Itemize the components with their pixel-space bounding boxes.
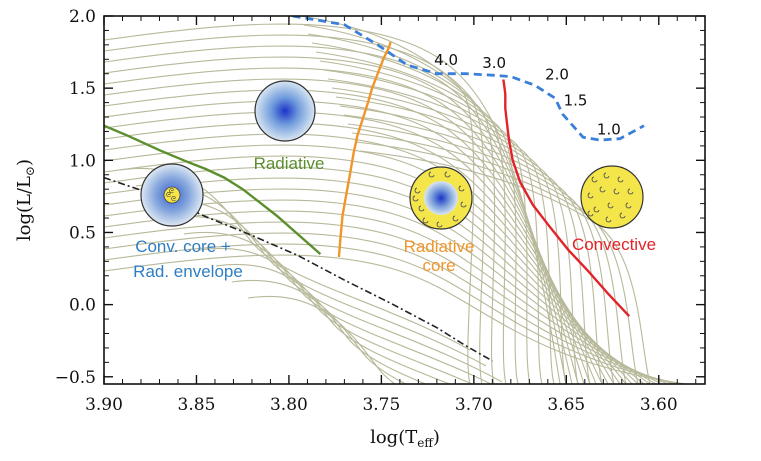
evolutionary-track bbox=[247, 296, 396, 384]
evolutionary-track bbox=[104, 56, 579, 384]
convective-region-label: Convective bbox=[572, 235, 656, 254]
mass-label-0: 4.0 bbox=[434, 51, 458, 69]
evolutionary-track bbox=[104, 254, 687, 384]
convective-star-icon bbox=[580, 165, 644, 229]
evolutionary-track bbox=[151, 200, 503, 383]
y-tick-label: 1.5 bbox=[69, 79, 96, 99]
evolutionary-track bbox=[104, 144, 627, 384]
evolutionary-track bbox=[104, 122, 615, 384]
evolutionary-track bbox=[215, 264, 428, 384]
evolutionary-track bbox=[104, 67, 585, 384]
x-tick-label: 3.85 bbox=[178, 395, 216, 415]
radiative-core-region-label-line1: Radiative bbox=[404, 237, 475, 256]
x-tick-label: 3.70 bbox=[455, 395, 493, 415]
evolutionary-tracks bbox=[104, 16, 687, 384]
y-tick-label: 2.0 bbox=[69, 7, 96, 27]
svg-text:ᘓ: ᘓ bbox=[169, 187, 174, 195]
radiative-star-icon bbox=[254, 80, 316, 142]
conv-core-region-label-line1: Conv. core + bbox=[135, 237, 231, 256]
y-axis-title: log(L/L⊙) bbox=[14, 159, 37, 241]
evolutionary-track bbox=[351, 132, 627, 384]
evolutionary-track bbox=[104, 221, 669, 384]
evolutionary-track bbox=[104, 78, 591, 384]
x-tick-label: 3.65 bbox=[547, 395, 585, 415]
evolutionary-track bbox=[311, 42, 507, 384]
y-tick-label: 0.5 bbox=[69, 223, 96, 243]
svg-text:ᘓ: ᘓ bbox=[166, 191, 171, 199]
x-tick-label: 3.75 bbox=[362, 395, 400, 415]
conv-core-region-label-line2: Rad. envelope bbox=[133, 262, 243, 281]
evolutionary-track bbox=[104, 89, 597, 384]
evolutionary-track bbox=[104, 243, 681, 384]
evolutionary-track bbox=[343, 114, 603, 384]
y-tick-label: 0.0 bbox=[69, 296, 96, 316]
evolutionary-track bbox=[231, 280, 408, 384]
x-tick-label: 3.90 bbox=[85, 395, 123, 415]
evolutionary-track bbox=[104, 232, 675, 384]
y-tick-label: 1.0 bbox=[69, 151, 96, 171]
evolutionary-track bbox=[339, 105, 591, 384]
evolutionary-track bbox=[315, 51, 519, 384]
evolutionary-track bbox=[104, 199, 657, 384]
x-tick-label: 3.60 bbox=[640, 395, 678, 415]
evolutionary-track bbox=[104, 111, 609, 384]
evolutionary-track bbox=[104, 210, 663, 384]
evolutionary-track bbox=[104, 177, 645, 384]
conv-core-star-icon: ᘓ ᘓ ᘓ bbox=[140, 163, 204, 227]
radiative-region-label: Radiative bbox=[254, 154, 325, 173]
plot-frame bbox=[103, 15, 706, 385]
mass-label-2: 2.0 bbox=[545, 65, 569, 83]
radiative-core-boundary-line bbox=[337, 41, 392, 258]
radiative-core-star-icon bbox=[409, 166, 473, 230]
evolutionary-track bbox=[104, 133, 621, 384]
evolutionary-track bbox=[167, 216, 493, 384]
evolutionary-track bbox=[199, 248, 451, 384]
radiative-boundary-line bbox=[104, 124, 322, 255]
evolutionary-track bbox=[335, 96, 579, 384]
x-tick-label: 3.80 bbox=[270, 395, 308, 415]
birthline-dashed bbox=[292, 16, 645, 142]
evolutionary-track bbox=[323, 69, 543, 384]
evolutionary-track bbox=[104, 155, 633, 384]
y-axis-ticks: −0.5 0.0 0.5 1.0 1.5 2.0 bbox=[55, 7, 705, 388]
x-axis-ticks: 3.90 3.85 3.80 3.75 3.70 3.65 3.60 bbox=[85, 16, 697, 415]
evolutionary-track bbox=[104, 45, 573, 384]
radiative-core-region-label-line2: core bbox=[422, 256, 455, 275]
evolutionary-track bbox=[104, 100, 603, 384]
mass-label-3: 1.5 bbox=[564, 91, 588, 109]
svg-text:ᘓ: ᘓ bbox=[171, 195, 176, 203]
x-axis-title: log(Teff) bbox=[370, 427, 440, 450]
convective-boundary-line bbox=[502, 79, 631, 318]
evolutionary-track bbox=[347, 123, 615, 384]
y-tick-label: −0.5 bbox=[55, 368, 96, 388]
mass-label-1: 3.0 bbox=[482, 54, 506, 72]
evolutionary-track bbox=[183, 232, 474, 384]
mass-labels: 4.0 3.0 2.0 1.5 1.0 bbox=[434, 51, 621, 138]
mass-label-4: 1.0 bbox=[597, 120, 621, 138]
